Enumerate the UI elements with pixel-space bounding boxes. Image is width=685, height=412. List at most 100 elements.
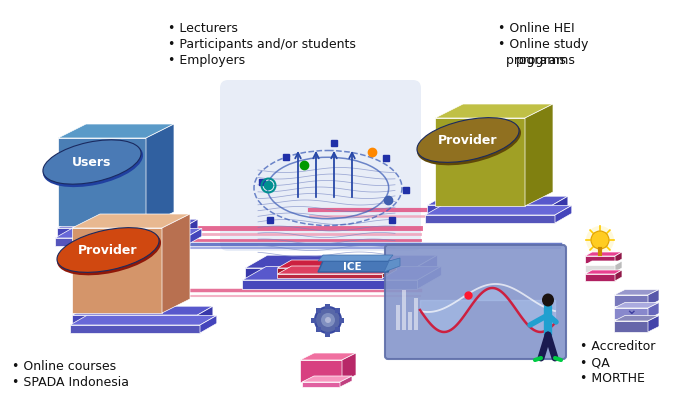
Polygon shape <box>55 238 185 246</box>
Bar <box>316 308 321 313</box>
Text: programs: programs <box>498 54 566 67</box>
Polygon shape <box>384 258 400 272</box>
Polygon shape <box>614 316 659 321</box>
Polygon shape <box>614 308 648 319</box>
Ellipse shape <box>43 141 143 187</box>
Polygon shape <box>615 252 622 263</box>
Text: • Lecturers: • Lecturers <box>168 22 238 35</box>
Polygon shape <box>302 376 352 382</box>
Polygon shape <box>585 261 622 265</box>
Bar <box>396 305 400 330</box>
Ellipse shape <box>591 231 609 249</box>
Bar <box>325 332 330 337</box>
Text: Provider: Provider <box>438 133 498 147</box>
Bar <box>325 304 330 309</box>
Ellipse shape <box>325 317 331 323</box>
Polygon shape <box>615 261 622 272</box>
Ellipse shape <box>417 118 519 162</box>
Polygon shape <box>242 280 417 289</box>
Polygon shape <box>614 321 648 332</box>
Polygon shape <box>555 206 572 223</box>
Polygon shape <box>614 295 648 306</box>
FancyBboxPatch shape <box>220 80 421 251</box>
Text: • Online HEI: • Online HEI <box>498 22 575 35</box>
Polygon shape <box>614 302 659 308</box>
Polygon shape <box>425 206 572 215</box>
Polygon shape <box>70 316 216 325</box>
Text: Users: Users <box>73 155 112 169</box>
Polygon shape <box>146 124 174 226</box>
Polygon shape <box>245 268 415 280</box>
Polygon shape <box>245 255 438 268</box>
Polygon shape <box>182 219 198 238</box>
Polygon shape <box>318 261 393 272</box>
Bar <box>312 318 316 323</box>
Polygon shape <box>72 228 162 313</box>
Ellipse shape <box>43 140 141 184</box>
Polygon shape <box>318 255 393 261</box>
Polygon shape <box>417 267 441 289</box>
Polygon shape <box>302 382 340 387</box>
Polygon shape <box>614 290 659 295</box>
Polygon shape <box>342 353 356 382</box>
Polygon shape <box>55 228 202 238</box>
Bar <box>414 298 418 330</box>
Polygon shape <box>648 302 659 319</box>
Ellipse shape <box>57 228 159 272</box>
Polygon shape <box>70 325 200 333</box>
Polygon shape <box>277 274 382 278</box>
Polygon shape <box>200 316 216 333</box>
Text: • SPADA Indonesia: • SPADA Indonesia <box>12 376 129 389</box>
Polygon shape <box>435 104 553 118</box>
Polygon shape <box>197 306 213 325</box>
Polygon shape <box>425 215 555 223</box>
Text: • MORTHE: • MORTHE <box>580 372 645 385</box>
Polygon shape <box>242 267 441 280</box>
Text: Provider: Provider <box>78 243 138 257</box>
Polygon shape <box>525 104 553 206</box>
Bar <box>340 318 345 323</box>
Polygon shape <box>648 316 659 332</box>
Polygon shape <box>277 260 397 268</box>
Text: • Accreditor: • Accreditor <box>580 340 656 353</box>
Bar <box>336 328 340 332</box>
Polygon shape <box>340 376 352 387</box>
Polygon shape <box>553 196 568 215</box>
Polygon shape <box>648 290 659 306</box>
Ellipse shape <box>57 229 161 275</box>
Polygon shape <box>585 252 622 256</box>
Polygon shape <box>185 228 202 246</box>
Bar <box>316 328 321 332</box>
Polygon shape <box>415 255 438 280</box>
Polygon shape <box>382 266 397 278</box>
Polygon shape <box>435 118 525 206</box>
Polygon shape <box>58 228 182 238</box>
Ellipse shape <box>542 293 554 307</box>
Bar <box>408 312 412 330</box>
Ellipse shape <box>417 119 521 165</box>
Polygon shape <box>58 138 146 226</box>
Ellipse shape <box>321 313 335 327</box>
Polygon shape <box>58 124 174 138</box>
Text: • Online courses: • Online courses <box>12 360 116 373</box>
Polygon shape <box>72 214 190 228</box>
Polygon shape <box>300 360 342 382</box>
Ellipse shape <box>315 307 341 333</box>
Ellipse shape <box>586 226 614 254</box>
Polygon shape <box>277 268 382 274</box>
Bar <box>402 290 406 330</box>
Polygon shape <box>300 353 356 360</box>
Polygon shape <box>277 266 397 274</box>
Polygon shape <box>73 315 197 325</box>
Polygon shape <box>58 219 198 228</box>
Text: • Online study: • Online study <box>498 38 588 51</box>
Text: • QA: • QA <box>580 356 610 369</box>
Polygon shape <box>427 205 553 215</box>
Polygon shape <box>382 260 397 274</box>
Polygon shape <box>427 196 568 205</box>
FancyBboxPatch shape <box>385 245 566 359</box>
Polygon shape <box>585 256 615 263</box>
Text: ICE: ICE <box>342 262 361 272</box>
Text: programs: programs <box>516 54 576 67</box>
Polygon shape <box>585 265 615 272</box>
